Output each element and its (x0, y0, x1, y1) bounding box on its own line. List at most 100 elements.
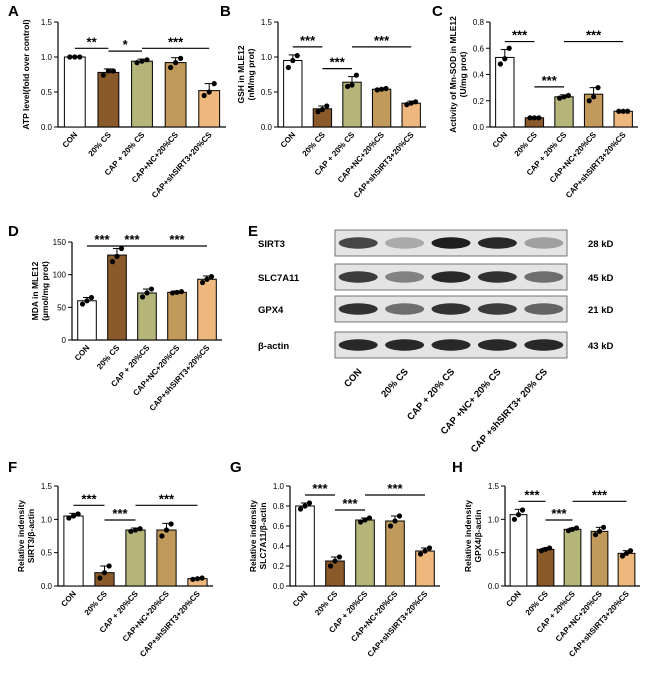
y-tick-label: 0.5 (488, 549, 500, 558)
y-axis-label-line: SIRT3/β-actin (26, 509, 36, 563)
chart-panel-a: A 0.0 0.5 1.0 1.5 ATP level(fold over control… (8, 3, 226, 200)
data-point (332, 558, 338, 564)
chart-panel-b: B 0.0 0.5 1.0 1.5 GSH in MLE12 (nM/mg prot) CON… (220, 3, 426, 200)
data-point (413, 99, 419, 105)
molecular-weight-label: 21 kD (588, 305, 613, 316)
data-point (128, 528, 134, 534)
panel-label: B (220, 3, 231, 20)
bar (509, 514, 528, 587)
data-point (101, 570, 108, 576)
significance-label: *** (592, 487, 608, 502)
data-point (497, 61, 503, 67)
data-point (79, 301, 86, 307)
significance-label: *** (312, 481, 328, 496)
data-point (139, 294, 146, 300)
blot-band (524, 303, 564, 315)
blot-band (338, 271, 378, 283)
data-point (542, 546, 549, 552)
blot-band (431, 271, 471, 283)
data-point (591, 94, 597, 100)
bar (283, 60, 303, 128)
data-point (194, 576, 201, 582)
data-point (174, 289, 180, 295)
category-label: CAP+shSIRT3+20%CS (150, 130, 214, 200)
data-point (506, 45, 512, 51)
lane-label: CAP + 20% CS (405, 367, 457, 423)
significance-label: *** (551, 506, 567, 521)
data-point (392, 518, 398, 524)
significance-label: * (123, 37, 129, 52)
blot-band (477, 271, 517, 283)
data-point (178, 289, 185, 295)
y-axis-label-line: (U/mg prot) (458, 51, 468, 97)
blot-band (431, 237, 471, 249)
y-tick-label: 150 (53, 238, 67, 247)
y-tick-label: 0.2 (273, 562, 285, 571)
data-point (573, 525, 580, 531)
data-point (319, 106, 325, 113)
y-tick-label: 1.5 (41, 482, 53, 491)
y-tick-label: 0.0 (488, 582, 500, 591)
data-point (177, 55, 184, 62)
data-point (515, 512, 522, 518)
data-point (100, 72, 107, 78)
category-label: CAP+NC+20%CS (554, 589, 605, 644)
panel-label: D (8, 223, 19, 240)
panel-label: E (248, 223, 258, 240)
y-tick-label: 1.0 (261, 53, 273, 62)
y-tick-label: 0.4 (473, 71, 485, 80)
chart-panel-c: C 0.0 0.2 0.4 0.6 0.8 Activity of Mn-SOD in ML… (432, 3, 638, 200)
blot-band (385, 237, 425, 249)
data-point (531, 115, 538, 121)
category-label: CAP+shSIRT3+20%CS (148, 343, 212, 413)
significance-label: *** (342, 496, 358, 511)
data-point (132, 527, 139, 533)
category-label: 20% CS (95, 343, 122, 371)
molecular-weight-label: 28 kD (588, 239, 613, 250)
data-point (404, 102, 410, 108)
data-point (110, 68, 116, 74)
significance-label: ** (87, 34, 98, 49)
y-tick-label: 0.4 (273, 542, 285, 551)
data-point (586, 98, 592, 104)
y-tick-label: 1.0 (273, 482, 285, 491)
bar (77, 300, 97, 341)
data-point (306, 500, 313, 506)
category-label: 20% CS (524, 589, 551, 617)
data-point (561, 94, 567, 100)
bar (63, 56, 86, 128)
blot-band (431, 303, 471, 315)
data-point (374, 87, 380, 93)
category-label: 20% CS (83, 589, 110, 617)
y-tick-label: 0.0 (261, 123, 273, 132)
molecular-weight-label: 43 kD (588, 341, 613, 352)
bar (590, 530, 609, 587)
category-label: CON (61, 130, 80, 149)
category-label: CAP+shSIRT3+20%CS (366, 589, 430, 659)
data-point (290, 57, 296, 64)
y-axis-label: GSH in MLE12 (nM/mg prot) (236, 45, 256, 103)
data-point (349, 82, 355, 88)
y-axis-label-line: ATP level(fold over control) (21, 19, 31, 129)
y-axis-label-line: (µmol/mg prot) (40, 261, 50, 321)
significance-label: *** (586, 28, 602, 43)
data-point (190, 576, 196, 582)
blot-band (385, 339, 425, 351)
significance-label: *** (300, 33, 316, 48)
category-label: CAP+shSIRT3+20%CS (564, 130, 628, 200)
data-point (97, 575, 103, 581)
bar (63, 515, 84, 587)
data-point (134, 60, 140, 66)
bar (371, 88, 392, 128)
y-tick-label: 100 (53, 271, 67, 280)
significance-label: *** (168, 34, 184, 49)
data-point (169, 290, 176, 296)
significance-label: *** (81, 491, 97, 506)
chart-panel-f: F 0.0 0.5 1.0 1.5 Relative indensity SIRT3/β-a… (8, 459, 213, 659)
y-axis-label: Relative indensity SLC7A11/β-actin (248, 500, 268, 573)
data-point (66, 515, 72, 521)
bar (137, 292, 157, 341)
y-tick-label: 0.0 (41, 582, 53, 591)
